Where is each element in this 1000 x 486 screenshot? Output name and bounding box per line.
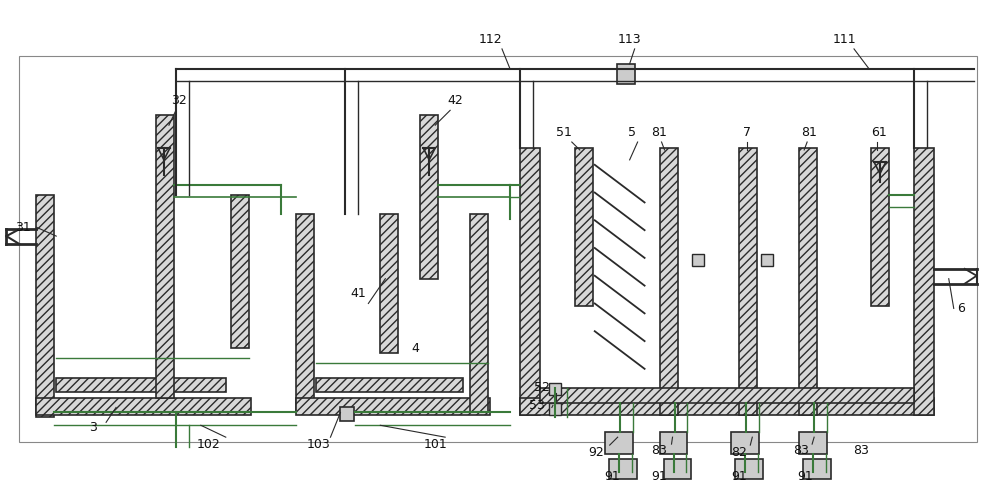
Text: 82: 82: [731, 446, 747, 458]
Bar: [761, 254, 773, 266]
Bar: [692, 254, 704, 266]
Text: 91: 91: [731, 470, 747, 483]
Text: 81: 81: [801, 125, 817, 139]
Text: 32: 32: [171, 94, 187, 107]
Text: 81: 81: [652, 125, 667, 139]
Text: 7: 7: [743, 125, 751, 139]
Bar: [36, 398, 251, 416]
Text: 5: 5: [628, 125, 636, 139]
Text: 83: 83: [793, 444, 809, 456]
Bar: [609, 459, 637, 479]
Bar: [617, 64, 635, 84]
Text: 101: 101: [423, 437, 447, 451]
Text: 4: 4: [411, 342, 419, 354]
Bar: [731, 432, 759, 454]
Bar: [605, 432, 633, 454]
Bar: [575, 148, 593, 307]
Bar: [549, 403, 561, 416]
Bar: [19, 56, 977, 442]
Text: 111: 111: [832, 33, 856, 46]
Bar: [296, 398, 490, 416]
Text: 102: 102: [197, 437, 221, 451]
Bar: [803, 459, 831, 479]
Text: 83: 83: [652, 444, 667, 456]
Bar: [660, 148, 678, 416]
Bar: [799, 432, 827, 454]
Text: 113: 113: [618, 33, 641, 46]
Text: 52: 52: [534, 381, 550, 394]
Bar: [231, 194, 249, 348]
Bar: [735, 459, 763, 479]
Bar: [296, 214, 314, 413]
Bar: [56, 378, 226, 392]
Text: 91: 91: [652, 470, 667, 483]
Text: 31: 31: [15, 221, 31, 234]
Text: 53: 53: [529, 399, 545, 412]
Text: 61: 61: [871, 125, 887, 139]
Bar: [520, 398, 934, 416]
Bar: [799, 148, 817, 416]
Bar: [871, 148, 889, 307]
Text: 83: 83: [853, 444, 869, 456]
Text: 103: 103: [307, 437, 330, 451]
Text: 6: 6: [957, 302, 965, 315]
Text: 91: 91: [604, 470, 620, 483]
Bar: [36, 194, 54, 417]
Text: 112: 112: [478, 33, 502, 46]
Bar: [664, 459, 691, 479]
Bar: [316, 378, 463, 392]
Text: 3: 3: [89, 421, 97, 434]
Bar: [380, 214, 398, 353]
Bar: [420, 115, 438, 278]
Text: 42: 42: [447, 94, 463, 107]
Bar: [520, 148, 540, 416]
Bar: [470, 214, 488, 413]
Text: 41: 41: [351, 287, 366, 300]
Text: 91: 91: [797, 470, 813, 483]
Text: 92: 92: [588, 446, 604, 458]
Bar: [340, 407, 354, 421]
Bar: [914, 148, 934, 416]
Bar: [660, 432, 687, 454]
Text: 51: 51: [556, 125, 572, 139]
Bar: [549, 382, 561, 395]
Bar: [739, 148, 757, 416]
Bar: [156, 115, 174, 398]
Bar: [540, 388, 914, 403]
